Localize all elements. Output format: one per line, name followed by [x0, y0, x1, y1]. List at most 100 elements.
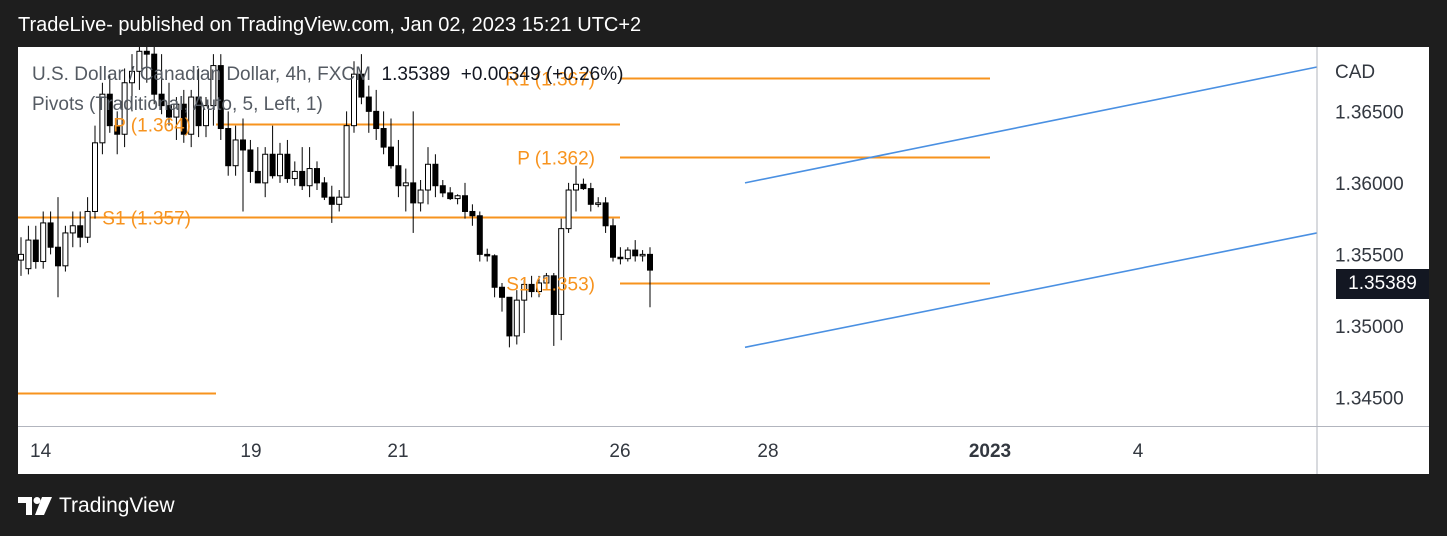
candle-46: [358, 54, 365, 105]
y-tick-4: 1.34500: [1335, 388, 1404, 409]
candle-9: [84, 197, 91, 243]
candle-37: [291, 161, 298, 186]
candle-40: [314, 161, 320, 191]
x-tick-0: 14: [30, 441, 52, 462]
candle-60: [462, 182, 468, 219]
candle-78: [595, 197, 602, 208]
candle-23: [188, 89, 195, 148]
candle-45: [351, 61, 357, 133]
candle-72: [550, 272, 557, 346]
candle-13: [114, 111, 121, 155]
candle-58: [447, 187, 454, 201]
pivot-labels: R1 (1.367) P (1.364) P (1.362) S1 (1.357) S1…: [102, 70, 595, 296]
candle-44: [343, 111, 350, 198]
candle-48: [373, 89, 380, 140]
candle-41: [321, 177, 328, 201]
y-tick-0: 1.36500: [1335, 102, 1404, 123]
candle-51: [395, 139, 402, 198]
axes: CAD: [18, 47, 1429, 474]
candle-73: [558, 218, 565, 341]
candle-7: [69, 211, 76, 248]
trend-channel: [744, 66, 1318, 349]
candle-55: [425, 147, 431, 205]
candle-76: [580, 178, 587, 191]
candle-35: [277, 142, 283, 183]
candle-79: [602, 197, 609, 233]
pivot-label-1: P (1.364): [113, 116, 191, 137]
candle-71: [543, 272, 550, 291]
candle-21: [173, 97, 180, 140]
candle-31: [247, 139, 254, 183]
candle-50: [388, 118, 394, 169]
candles: [18, 47, 653, 348]
candle-19: [158, 54, 165, 115]
trend-line-1[interactable]: [744, 232, 1318, 349]
candle-33: [262, 147, 269, 198]
candle-32: [254, 147, 261, 184]
candle-2: [32, 225, 39, 269]
legend-indicator[interactable]: Pivots (Traditional, Auto, 5, Left, 1): [32, 94, 323, 115]
candle-28: [225, 111, 232, 176]
candlestick-chart[interactable]: R1 (1.367) P (1.364) P (1.362) S1 (1.357) S1…: [18, 47, 1429, 474]
candle-57: [439, 180, 446, 198]
current-price-label: 1.35389: [1336, 269, 1429, 299]
candle-17: [143, 47, 150, 83]
candle-75: [573, 165, 579, 212]
publish-header: TradeLive- published on TradingView.com,…: [18, 14, 642, 36]
candle-77: [587, 182, 594, 212]
candle-66: [506, 296, 513, 348]
x-tick-3: 26: [609, 441, 630, 462]
x-tick-6: 4: [1133, 441, 1144, 462]
x-tick-4: 28: [757, 441, 778, 462]
candle-69: [528, 275, 535, 298]
y-tick-1: 1.36000: [1335, 174, 1404, 195]
candle-34: [269, 125, 276, 179]
chart-frame[interactable]: R1 (1.367) P (1.364) P (1.362) S1 (1.357) S1…: [18, 47, 1429, 474]
candle-27: [217, 54, 224, 140]
legend-change: +0.00349 (+0.26%): [460, 64, 624, 85]
candle-85: [647, 247, 653, 308]
candle-10: [92, 125, 98, 219]
candle-56: [432, 154, 439, 198]
y-ticks: 1.36500 1.36000 1.35500 1.35000 1.34500: [1335, 102, 1404, 409]
legend-symbol-line: U.S. Dollar / Canadian Dollar, 4h, FXCM …: [32, 64, 623, 86]
candle-49: [380, 111, 387, 155]
x-ticks: 14 19 21 26 28 2023 4: [30, 441, 1144, 462]
trend-line-0[interactable]: [744, 66, 1318, 184]
tradingview-logo-icon: [18, 497, 52, 515]
candle-54: [417, 180, 424, 212]
legend-price: 1.35389: [381, 64, 451, 85]
candle-62: [476, 211, 483, 262]
candle-42: [328, 185, 335, 223]
candle-16: [136, 47, 143, 90]
candle-22: [180, 89, 187, 143]
candle-38: [299, 147, 306, 191]
candle-68: [521, 280, 528, 334]
candle-4: [47, 211, 54, 255]
candle-52: [402, 168, 409, 212]
candle-63: [484, 248, 491, 262]
candle-80: [610, 218, 616, 262]
candle-61: [469, 204, 476, 226]
y-tick-3: 1.35000: [1335, 317, 1404, 338]
candle-36: [284, 139, 291, 183]
candle-53: [410, 111, 417, 233]
candle-74: [565, 182, 572, 233]
x-tick-1: 19: [240, 441, 261, 462]
candle-18: [151, 47, 158, 105]
candle-47: [365, 85, 372, 133]
candle-8: [77, 211, 84, 248]
candle-84: [639, 250, 646, 262]
candle-65: [499, 282, 505, 312]
pivot-label-4: S1 (1.353): [506, 275, 595, 296]
candle-15: [129, 54, 135, 112]
candle-67: [513, 290, 520, 345]
candle-11: [99, 82, 106, 155]
candle-12: [106, 75, 113, 133]
candle-25: [203, 97, 209, 138]
candle-24: [195, 68, 202, 138]
candle-6: [62, 225, 69, 272]
candle-0: [18, 237, 24, 276]
pivot-label-2: P (1.362): [517, 149, 595, 170]
candle-26: [210, 54, 217, 126]
